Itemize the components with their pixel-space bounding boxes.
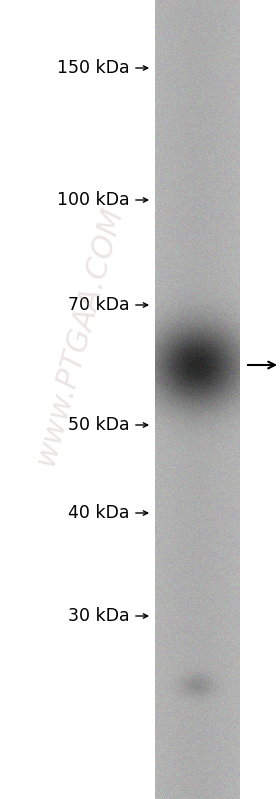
Text: 150 kDa: 150 kDa — [57, 59, 130, 77]
Text: 50 kDa: 50 kDa — [68, 416, 130, 434]
Text: 70 kDa: 70 kDa — [68, 296, 130, 314]
Text: www.PTGAA.COM: www.PTGAA.COM — [30, 203, 127, 468]
Text: 100 kDa: 100 kDa — [57, 191, 130, 209]
Text: 40 kDa: 40 kDa — [69, 504, 130, 522]
Text: 30 kDa: 30 kDa — [68, 607, 130, 625]
